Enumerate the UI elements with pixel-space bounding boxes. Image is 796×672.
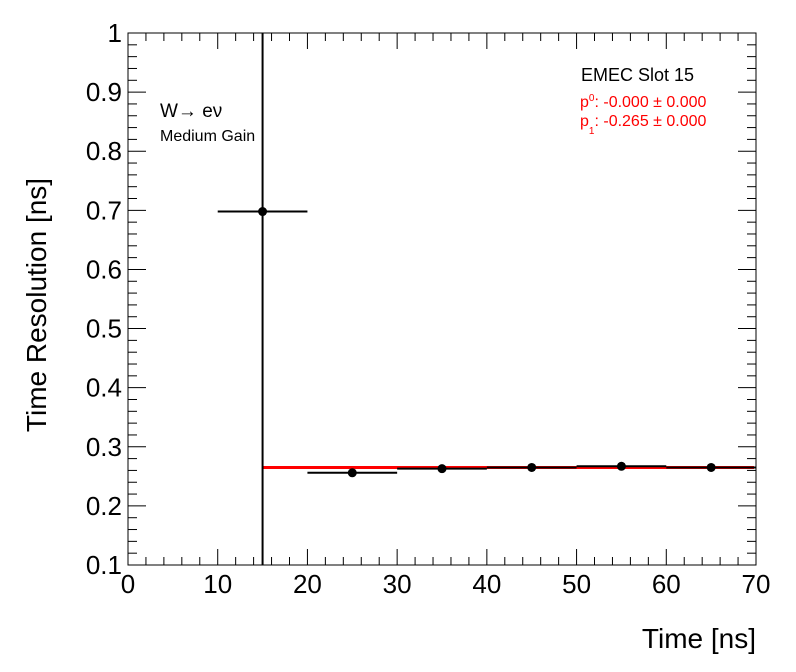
x-axis-ticks [127,33,757,565]
data-point [486,462,577,472]
x-tick-label: 50 [562,569,591,599]
gain-label: Medium Gain [160,128,255,145]
y-tick-label: 0.5 [86,314,122,344]
x-axis-title: Time [ns] [642,623,756,654]
fit-param-p1: p1: -0.265 ± 0.000 [580,113,707,137]
data-point [666,462,756,472]
data-point [307,468,398,478]
data-points [217,33,756,565]
point-marker [616,461,626,471]
data-point [217,33,308,565]
y-tick-label: 0.1 [86,550,122,580]
fit-param-p0: p0: -0.000 ± 0.000 [580,93,707,111]
point-marker [706,462,716,472]
process-label: W→ eν [160,101,222,122]
x-tick-label: 30 [383,569,412,599]
y-tick-label: 0.9 [86,77,122,107]
point-marker [258,207,268,217]
plot-frame [127,32,757,566]
y-tick-label: 0.6 [86,254,122,284]
x-tick-label: 20 [293,569,322,599]
slot-label: EMEC Slot 15 [581,65,694,85]
x-tick-label: 10 [203,569,232,599]
y-tick-label: 1 [108,18,122,48]
point-marker [527,462,537,472]
y-tick-label: 0.7 [86,195,122,225]
y-tick-label: 0.3 [86,432,122,462]
data-point [576,461,667,471]
y-axis-ticks [128,32,756,566]
y-tick-label: 0.2 [86,491,122,521]
x-tick-label: 70 [742,569,771,599]
x-tick-label: 40 [472,569,501,599]
x-axis-tick-labels: 0 10 20 30 40 50 60 70 [121,569,771,599]
x-tick-label: 0 [121,569,135,599]
point-marker [347,468,357,478]
y-axis-title: Time Resolution [ns] [21,178,52,432]
x-tick-label: 60 [652,569,681,599]
data-point [397,464,487,474]
point-marker [437,464,447,474]
y-tick-label: 0.4 [86,373,122,403]
y-axis-tick-labels: 0.1 0.2 0.3 0.4 0.5 0.6 0.7 0.8 0.9 1 [86,18,122,580]
y-tick-label: 0.8 [86,136,122,166]
